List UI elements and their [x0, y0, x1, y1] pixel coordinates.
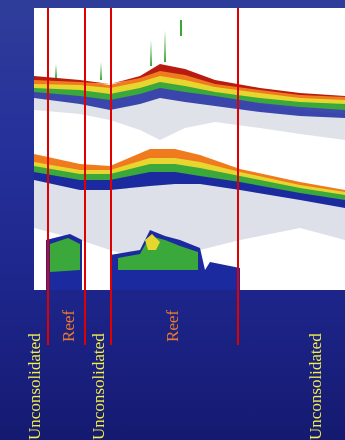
segment-label-unconsolidated: Unconsolidated — [89, 333, 108, 440]
segment-label-unconsolidated: Unconsolidated — [306, 333, 325, 440]
segment-label-reef: Reef — [59, 310, 78, 342]
segment-label-unconsolidated: Unconsolidated — [25, 333, 44, 440]
segment-label-reef: Reef — [163, 310, 182, 342]
echogram-panel — [34, 8, 345, 290]
segment-labels: Unconsolidated Reef Unconsolidated Reef … — [25, 310, 325, 440]
tertiary-echo — [46, 230, 240, 290]
boundary-lines — [47, 8, 239, 345]
